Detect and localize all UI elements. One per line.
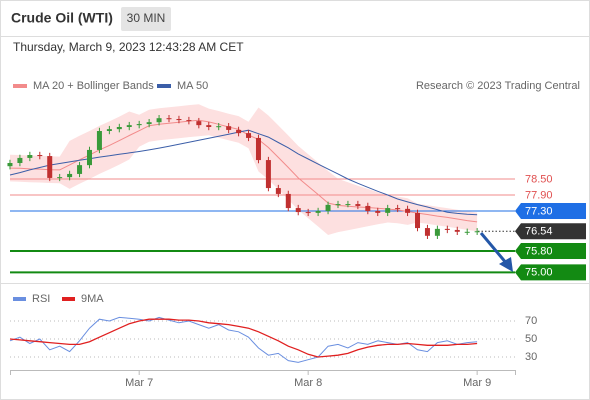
candle-body xyxy=(474,231,480,233)
candle-body xyxy=(27,155,33,158)
level-label: 77.30 xyxy=(525,205,553,217)
candle-body xyxy=(156,118,162,123)
candle-body xyxy=(444,228,450,230)
level-label: 78.50 xyxy=(525,173,553,185)
legend-label: 9MA xyxy=(81,293,104,305)
level-label: 75.80 xyxy=(525,245,553,257)
candle-body xyxy=(106,129,112,131)
candle-body xyxy=(37,155,43,157)
candle-body xyxy=(415,212,421,229)
legend-label: RSI xyxy=(32,293,50,305)
candle-body xyxy=(315,211,321,213)
datetime: Thursday, March 9, 2023 12:43:28 AM CET xyxy=(13,40,244,54)
candle-body xyxy=(385,208,391,213)
candle-body xyxy=(67,173,73,178)
y-tick-label: 50 xyxy=(525,333,537,345)
candle-body xyxy=(434,228,440,236)
candle-body xyxy=(295,208,301,213)
candle-body xyxy=(146,122,152,125)
legend-label: MA 50 xyxy=(177,80,208,92)
candle-body xyxy=(285,193,291,209)
x-tick-label: Mar 8 xyxy=(294,377,322,389)
candle-body xyxy=(375,211,381,213)
candle-body xyxy=(275,188,281,194)
level-tag xyxy=(515,203,586,219)
candle-body xyxy=(176,119,182,121)
candle-body xyxy=(255,137,261,161)
indicator-line xyxy=(9,318,478,358)
level-label: 75.00 xyxy=(525,267,553,279)
candle-body xyxy=(265,160,271,189)
timeframe-badge xyxy=(121,7,171,31)
candle-body xyxy=(96,131,102,150)
candle-body xyxy=(405,208,411,213)
candle-body xyxy=(365,205,371,211)
candle-body xyxy=(345,204,351,206)
candle-body xyxy=(226,126,232,130)
legend-label: MA 20 + Bollinger Bands xyxy=(33,80,154,92)
level-tag xyxy=(515,223,586,240)
x-tick-label: Mar 9 xyxy=(463,377,491,389)
candle-body xyxy=(216,126,222,128)
candle-body xyxy=(186,120,192,122)
forecast-arrowhead xyxy=(499,257,513,272)
candle-body xyxy=(7,163,13,167)
candle-body xyxy=(126,125,132,127)
candle-body xyxy=(166,118,172,120)
candle-body xyxy=(246,133,252,138)
candle-body xyxy=(424,228,430,236)
level-tag xyxy=(515,264,586,281)
candle-body xyxy=(136,124,142,126)
forecast-arrow xyxy=(479,232,509,265)
y-tick-label: 70 xyxy=(525,315,537,327)
candle-body xyxy=(454,229,460,232)
level-label: 77.90 xyxy=(525,189,553,201)
candle-body xyxy=(47,156,53,178)
level-label: 76.54 xyxy=(525,226,553,238)
candle-body xyxy=(395,208,401,210)
title: Crude Oil (WTI) xyxy=(11,10,113,26)
y-tick-label: 30 xyxy=(525,351,537,363)
candle-body xyxy=(335,204,341,206)
candle-body xyxy=(116,127,122,130)
credit: Research © 2023 Trading Central xyxy=(416,80,580,92)
candle-body xyxy=(77,165,83,174)
candle-body xyxy=(325,204,331,211)
candle-body xyxy=(86,149,92,166)
candle-body xyxy=(305,212,311,214)
candle-body xyxy=(206,125,212,127)
level-tag xyxy=(515,243,586,259)
candle-body xyxy=(196,121,202,126)
candle-body xyxy=(236,129,242,134)
candle-body xyxy=(355,204,361,206)
candle-body xyxy=(17,157,23,163)
candle-body xyxy=(464,231,470,233)
x-tick-label: Mar 7 xyxy=(125,377,153,389)
candle-body xyxy=(57,177,63,179)
timeframe: 30 MIN xyxy=(127,11,166,25)
